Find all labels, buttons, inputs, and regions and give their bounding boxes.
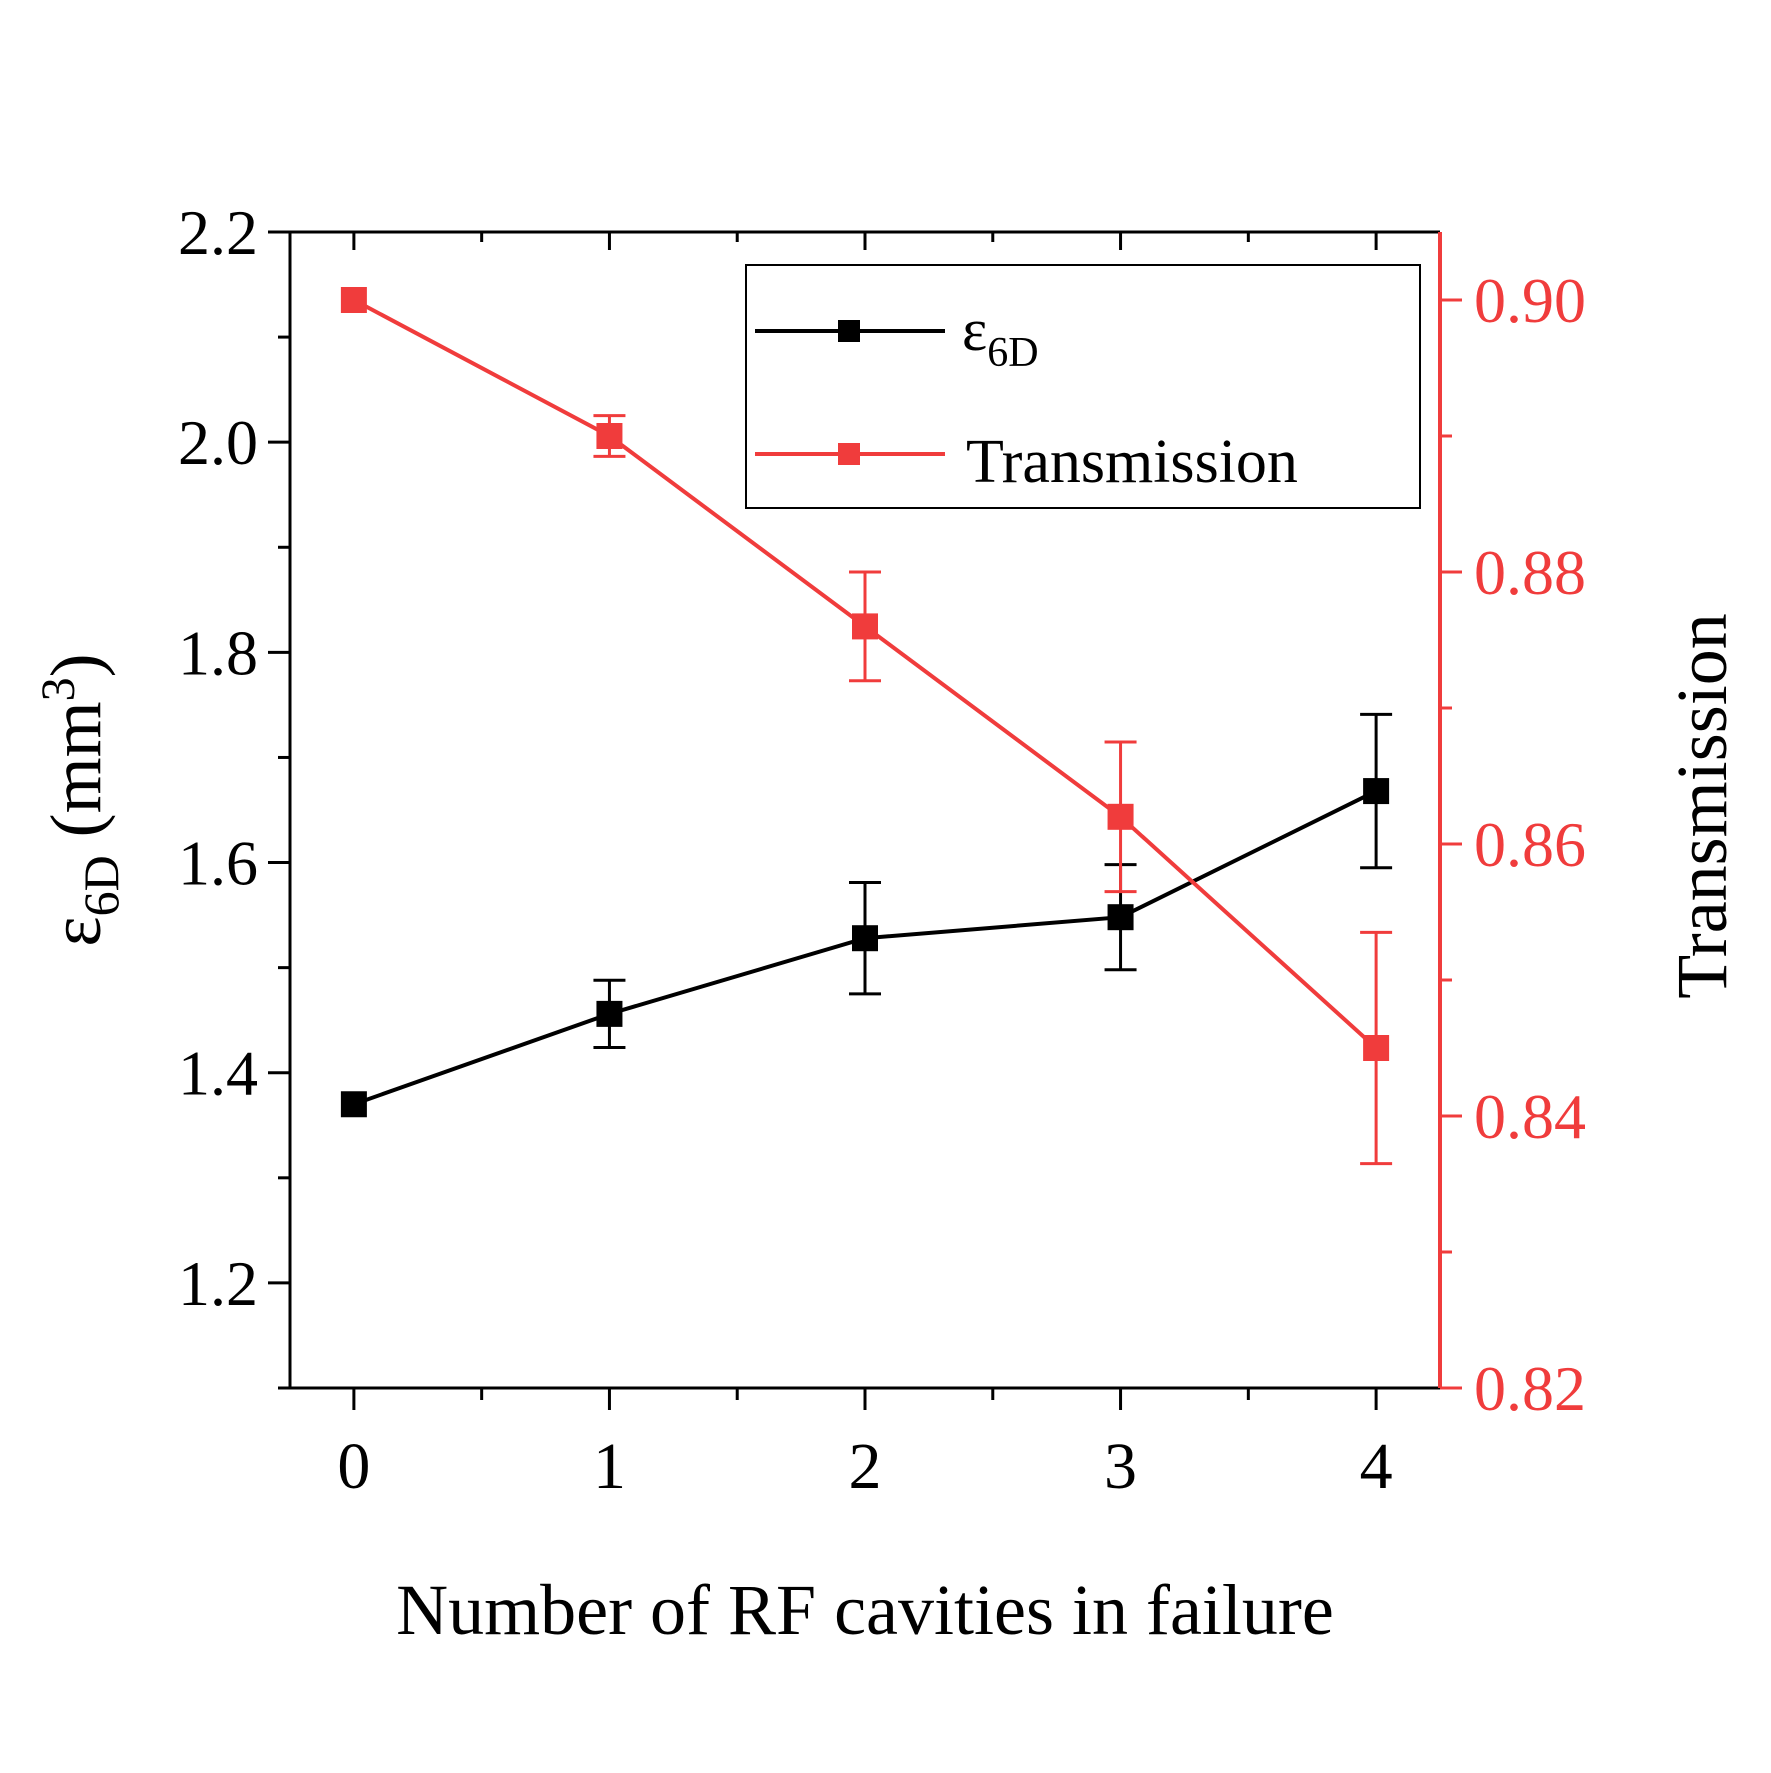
- legend-box: [745, 264, 1421, 509]
- y-right-tick-label: 0.88: [1474, 537, 1586, 608]
- y-right-tick-label: 0.90: [1474, 265, 1586, 336]
- data-point-transmission: [340, 287, 367, 313]
- data-point-transmission: [852, 613, 878, 640]
- legend-label-emittance: ε6D: [962, 297, 1039, 376]
- x-tick-label: 1: [593, 1430, 626, 1503]
- y-right-tick-label: 0.82: [1474, 1353, 1586, 1424]
- data-point-emittance: [596, 1000, 623, 1027]
- x-axis-title: Number of RF cavities in failure: [396, 1570, 1334, 1650]
- data-point-emittance: [1107, 904, 1134, 931]
- y-left-tick-label: 1.4: [178, 1038, 258, 1109]
- legend-label-transmission: Transmission: [966, 428, 1298, 496]
- y-left-tick-label: 2.0: [178, 407, 258, 478]
- x-tick-label: 4: [1360, 1430, 1393, 1503]
- y-right-tick-label: 0.84: [1474, 1081, 1586, 1152]
- series-layer: [340, 287, 1393, 1166]
- legend-marker-transmission: [838, 443, 860, 465]
- data-point-emittance: [1363, 778, 1390, 805]
- y-right-axis-title: Transmission: [1662, 613, 1742, 998]
- x-tick-label: 3: [1104, 1430, 1137, 1503]
- plot-area: 0 1 2 3 4 1.2 1.4 1.6 1.8 2.0 2.2 0.82 0.84 0.86 0.88 0…: [178, 197, 1586, 1503]
- y-right-tick-label: 0.86: [1474, 809, 1586, 880]
- x-tick-label: 2: [849, 1430, 882, 1503]
- data-point-emittance: [852, 925, 878, 952]
- data-point-transmission: [1107, 803, 1134, 830]
- y-left-tick-label: 2.2: [178, 197, 258, 268]
- data-point-transmission: [1363, 1035, 1390, 1061]
- y-left-tick-label: 1.6: [178, 828, 258, 899]
- legend-marker-emittance: [838, 320, 860, 342]
- y-left-tick-label: 1.2: [178, 1248, 258, 1319]
- legend: ε6D Transmission: [745, 264, 1421, 509]
- data-point-transmission: [596, 423, 623, 449]
- y-left-tick-label: 1.8: [178, 617, 258, 688]
- data-point-emittance: [340, 1091, 367, 1118]
- y-left-axis-title: ε6D (mm3): [32, 653, 129, 946]
- x-tick-label: 0: [337, 1430, 370, 1503]
